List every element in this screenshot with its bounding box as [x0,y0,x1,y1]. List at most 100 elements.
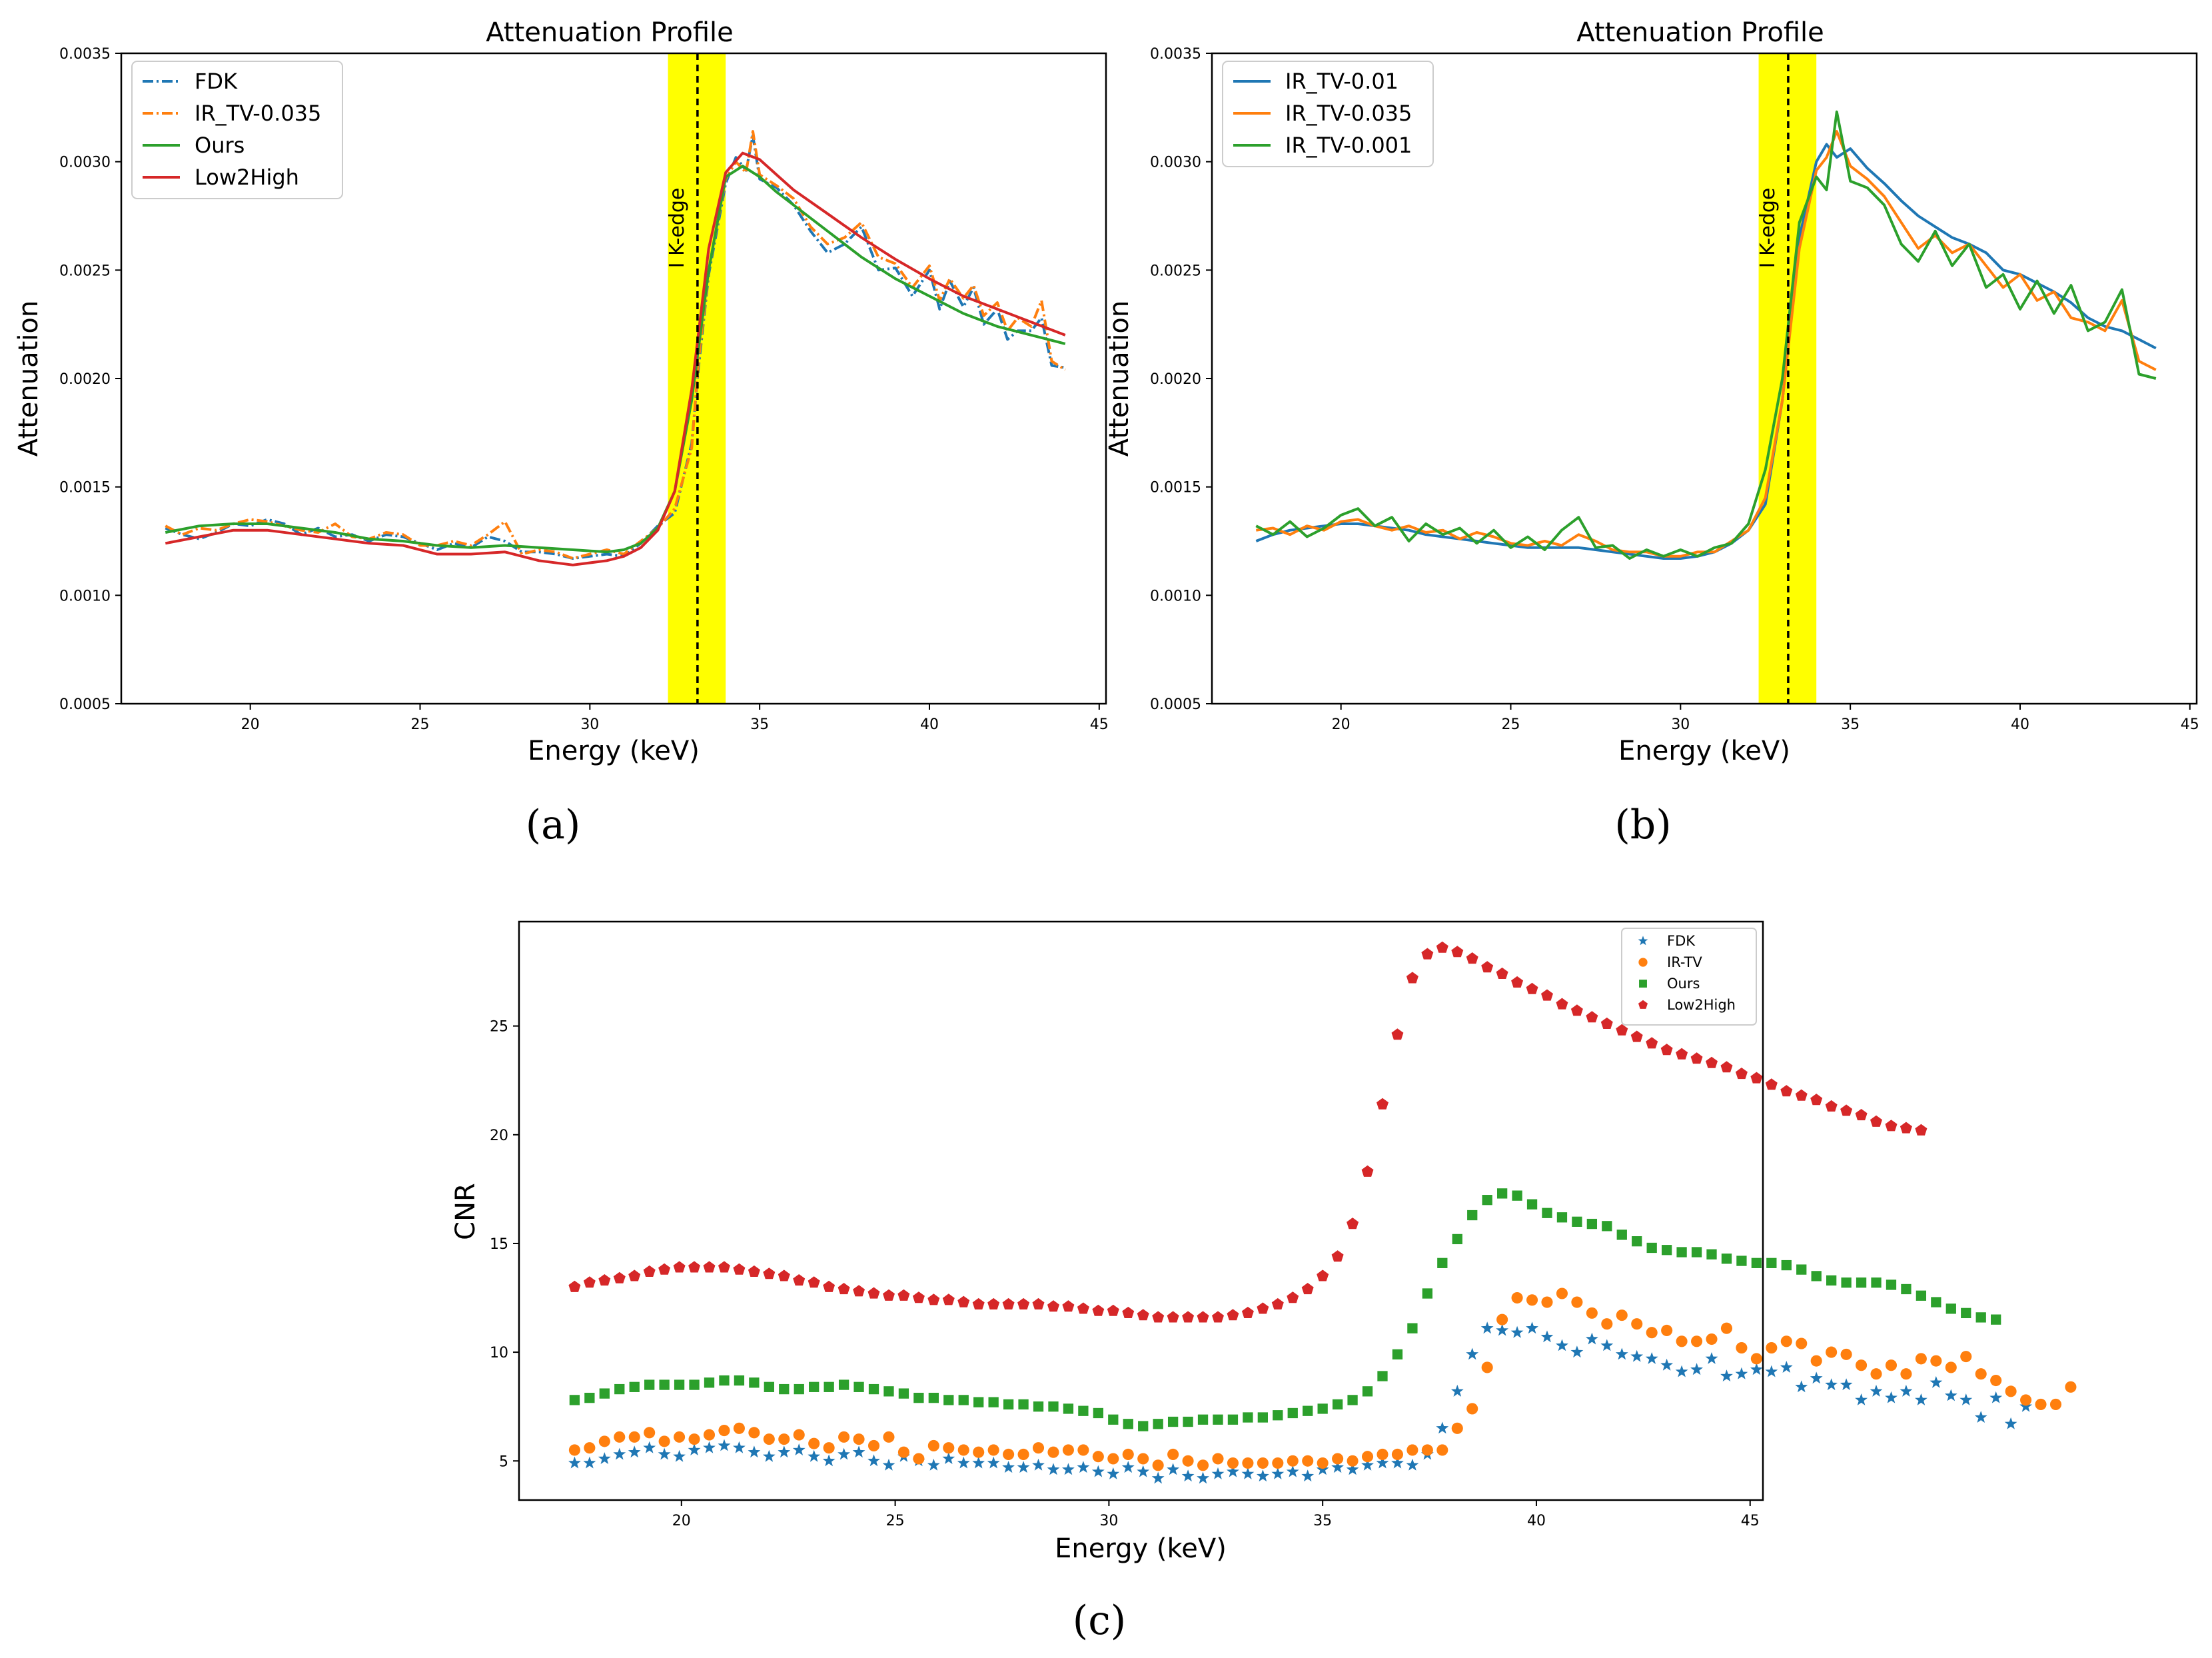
data-point [1721,1253,1732,1264]
data-point [2020,1394,2032,1406]
data-point [1661,1324,1673,1337]
data-point [1706,1056,1718,1068]
data-point [1122,1306,1135,1318]
data-point [1242,1457,1254,1469]
data-point [1826,1275,1837,1286]
data-point [1347,1218,1359,1230]
data-point [1570,1345,1584,1358]
data-point [584,1442,596,1454]
data-point [2005,1385,2017,1397]
data-point [1153,1419,1163,1429]
data-point [1556,1212,1568,1223]
data-point [1436,941,1448,953]
data-point [1167,1416,1179,1427]
data-point [1765,1365,1778,1377]
data-point [1092,1304,1105,1316]
data-point [1481,1361,1493,1373]
data-point [1018,1399,1029,1410]
data-point [1511,1291,1523,1304]
data-point [1915,1124,1928,1136]
data-point [1316,1463,1329,1475]
data-point [718,1425,730,1437]
x-tick-label: 45 [2181,716,2199,733]
data-point [1496,967,1508,979]
data-point [1213,1414,1223,1425]
data-point [928,1392,939,1403]
data-point [673,1449,686,1462]
data-point [1526,982,1538,994]
data-point [1512,1190,1522,1201]
data-point [1660,1044,1673,1056]
data-point [688,1443,701,1455]
data-point [1197,1471,1209,1484]
data-point [1691,1247,1702,1257]
data-point [823,1442,835,1454]
data-point [1467,1210,1478,1221]
data-point [1137,1309,1149,1321]
data-point [674,1431,686,1443]
x-tick-label: 30 [1099,1513,1118,1529]
data-point [1003,1448,1015,1461]
data-point [599,1388,610,1399]
y-tick-label: 0.0035 [1150,46,1201,63]
data-point [718,1439,731,1451]
data-point [1542,1208,1552,1218]
data-point [883,1431,895,1443]
data-point [1825,1100,1838,1112]
data-point [823,1280,835,1292]
data-point [942,1452,955,1464]
data-point [688,1433,700,1445]
x-tick-label: 25 [886,1513,905,1529]
data-point [1765,1078,1778,1090]
data-point [897,1446,909,1458]
data-point [1451,946,1464,958]
data-point [1152,1311,1165,1323]
data-point [1391,1028,1404,1040]
data-point [1212,1453,1224,1465]
data-point [1840,1104,1853,1116]
data-point [749,1377,760,1388]
data-point [1766,1342,1778,1354]
data-point [973,1397,984,1407]
data-point [1271,1297,1284,1309]
data-point [659,1379,670,1390]
y-tick-label: 0.0020 [59,371,111,388]
legend-label: IR_TV-0.035 [1285,101,1412,126]
y-tick-label: 0.0035 [59,46,111,63]
panel-b-chart: Attenuation Profile 20 25 30 35 40 45 0.00050… [1104,17,2199,766]
legend-label: Ours [1667,976,1700,992]
data-point [1227,1465,1239,1477]
legend-label: Low2High [195,165,299,190]
data-point [1901,1283,1912,1295]
data-point [1974,1411,1987,1423]
data-point [1886,1279,1897,1290]
data-point [1331,1461,1344,1473]
data-point [1601,1318,1613,1330]
data-point [1915,1393,1928,1405]
data-point [719,1375,730,1386]
data-point [1286,1465,1299,1477]
data-point [1450,1384,1464,1397]
y-tick-label: 0.0015 [59,480,111,496]
data-point [1602,1221,1612,1232]
data-point [644,1379,655,1390]
data-point [1362,1386,1373,1397]
data-point [628,1431,640,1443]
data-point [987,1444,999,1456]
series-line-ir-tv-0-001 [1255,110,2157,560]
data-point [689,1379,700,1390]
data-point [1810,1094,1823,1106]
data-point [1257,1302,1269,1314]
data-point [867,1439,880,1451]
panel-c-y-ticks: 5 10 15 20 25 [490,1019,519,1470]
data-point [1780,1085,1793,1097]
data-point [658,1447,671,1460]
data-point [2019,1399,2032,1412]
y-tick-label: 0.0005 [59,696,111,713]
data-point [1961,1307,1971,1319]
x-tick-label: 20 [1332,716,1351,733]
data-point [1646,1327,1658,1339]
panel-b-y-ticks: 0.0005 0.0010 0.0015 0.0020 0.0025 0.0030 0.00… [1150,46,1212,713]
